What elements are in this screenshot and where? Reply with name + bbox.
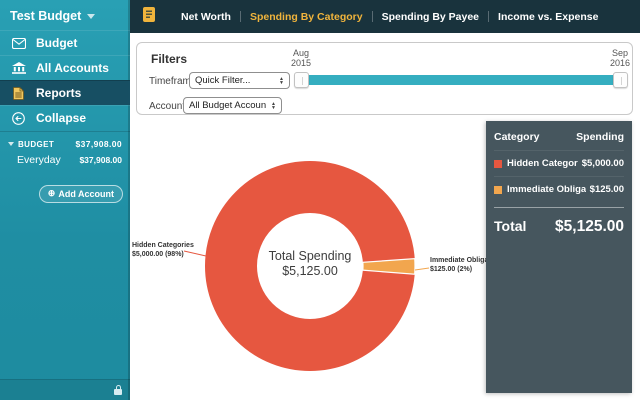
slider-handle-end[interactable] <box>613 72 628 88</box>
tab-divider <box>371 11 373 22</box>
sidebar-item-all-accounts[interactable]: All Accounts <box>0 55 130 80</box>
account-amount: $37,908.00 <box>79 155 122 165</box>
budget-switcher[interactable]: Test Budget <box>0 0 130 30</box>
range-end-date: Sep 2016 <box>609 48 631 68</box>
filters-panel: Filters Timeframe: Quick Filter... ▲ ▼ Ac… <box>136 42 633 115</box>
timeframe-value: Quick Filter... <box>195 75 251 86</box>
select-arrows-icon: ▲ ▼ <box>279 75 284 86</box>
lock-icon[interactable] <box>114 385 122 395</box>
collapse-arrow-icon <box>11 111 26 125</box>
summary-total-amount: $5,125.00 <box>555 218 624 235</box>
accounts-value: All Budget Accounts <box>189 100 267 111</box>
chevron-down-icon <box>87 13 96 19</box>
sidebar-item-label: Collapse <box>36 111 87 125</box>
budget-title: Test Budget <box>10 9 82 23</box>
slice-label-hidden-categories: Hidden Categories $5,000.00 (98%) <box>132 242 194 258</box>
budget-group-amount: $37,908.00 <box>75 139 122 149</box>
leader-line-immediate-obligations <box>414 267 430 271</box>
sidebar: Test Budget Budget All Accounts Reports … <box>0 0 130 400</box>
accounts-label: Accounts: <box>149 101 193 112</box>
budget-group-header[interactable]: BUDGET $37,908.00 <box>0 132 130 151</box>
spending-donut-chart: Hidden Categories $5,000.00 (98%) Immedi… <box>130 115 640 400</box>
select-arrows-icon: ▲ ▼ <box>271 100 276 111</box>
tab-income-vs-expense[interactable]: Income vs. Expense <box>498 10 599 23</box>
spending-summary-panel: Category Spending Hidden Categories $5,0… <box>486 121 632 393</box>
summary-amount: $125.00 <box>589 184 624 195</box>
chevron-down-icon <box>8 142 14 146</box>
add-account-button[interactable]: ⊕ Add Account <box>38 184 123 203</box>
reports-navbar: Net Worth Spending By Category Spending … <box>130 0 640 33</box>
sidebar-item-label: Budget <box>36 36 78 50</box>
summary-row-immediate-obligations[interactable]: Immediate Obligations $125.00 <box>494 176 624 202</box>
tab-divider <box>239 11 241 22</box>
bank-icon <box>11 62 26 74</box>
donut-center-label: Total Spending $5,125.00 <box>268 249 352 278</box>
filters-heading: Filters <box>151 52 188 66</box>
range-start-date: Aug 2015 <box>290 48 312 68</box>
report-document-icon <box>11 86 26 100</box>
slice-label-immediate-obligations: Immediate Obligations $125.00 (2%) <box>430 257 506 273</box>
add-account-label: Add Account <box>58 188 114 199</box>
plus-circle-icon: ⊕ <box>47 188 56 198</box>
legend-swatch <box>494 185 502 194</box>
account-row-everyday[interactable]: Everyday $37,908.00 <box>0 151 130 170</box>
summary-divider <box>494 207 624 208</box>
summary-category: Hidden Categories <box>507 158 578 169</box>
timeframe-slider <box>294 72 628 89</box>
summary-row-hidden-categories[interactable]: Hidden Categories $5,000.00 <box>494 150 624 176</box>
budget-accounts-section: BUDGET $37,908.00 Everyday $37,908.00 <box>0 131 130 170</box>
envelope-icon <box>11 37 26 49</box>
slider-track[interactable] <box>301 75 621 85</box>
tab-spending-by-payee[interactable]: Spending By Payee <box>381 10 480 23</box>
summary-total-row: Total $5,125.00 <box>494 208 624 236</box>
donut-slice-immediate-obligations[interactable] <box>362 258 416 275</box>
summary-category: Immediate Obligations <box>507 184 586 195</box>
summary-header-category: Category <box>494 131 540 143</box>
budget-group-label: BUDGET <box>18 139 55 149</box>
report-page-icon <box>143 6 155 27</box>
legend-swatch <box>494 159 502 168</box>
timeframe-label: Timeframe: <box>149 76 200 87</box>
summary-header: Category Spending <box>494 129 624 150</box>
summary-header-spending: Spending <box>576 131 624 143</box>
summary-amount: $5,000.00 <box>581 158 624 169</box>
sidebar-item-collapse[interactable]: Collapse <box>0 105 130 130</box>
accounts-select[interactable]: All Budget Accounts ▲ ▼ <box>183 97 282 114</box>
sidebar-item-label: Reports <box>36 86 82 100</box>
summary-total-label: Total <box>494 218 527 234</box>
sidebar-item-label: All Accounts <box>36 61 109 75</box>
leader-line-hidden-categories <box>183 250 207 257</box>
report-tabs: Net Worth Spending By Category Spending … <box>172 11 607 23</box>
timeframe-select[interactable]: Quick Filter... ▲ ▼ <box>189 72 290 89</box>
sidebar-footer <box>0 379 130 400</box>
tab-spending-by-category[interactable]: Spending By Category <box>249 10 363 23</box>
account-name: Everyday <box>17 154 61 166</box>
slider-handle-start[interactable] <box>294 72 309 88</box>
tab-divider <box>488 11 490 22</box>
sidebar-item-budget[interactable]: Budget <box>0 30 130 55</box>
sidebar-item-reports[interactable]: Reports <box>0 80 130 105</box>
tab-net-worth[interactable]: Net Worth <box>181 10 231 23</box>
